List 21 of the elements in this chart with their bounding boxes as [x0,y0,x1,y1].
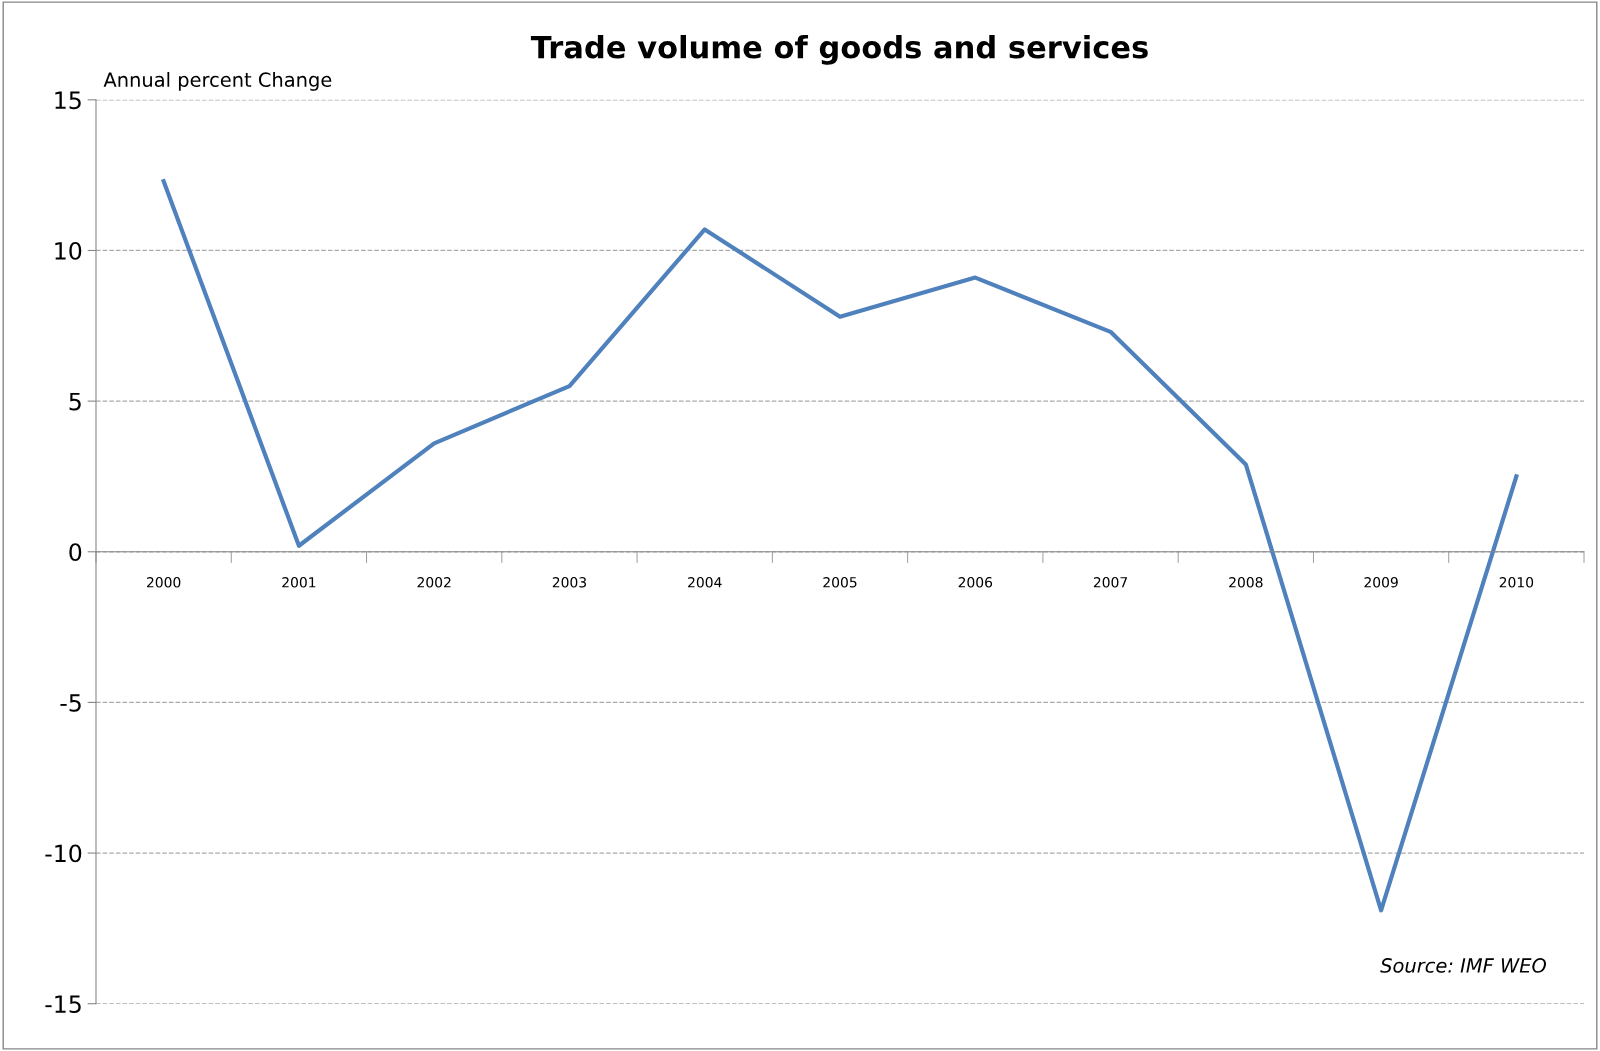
x-tick-label: 2008 [1229,577,1263,588]
y-tick-label: -15 [45,995,81,1014]
y-axis-title: Annual percent Change [103,71,332,91]
annotation: Source: IMF WEO [1380,958,1547,973]
x-tick-label: 2004 [688,577,722,588]
x-tick-label: 2003 [552,577,587,588]
chart-title: Trade volume of goods and services [530,34,1148,65]
y-tick-label: 10 [55,241,82,260]
x-tick-label: 2000 [146,577,181,588]
y-tick-label: 0 [69,543,82,562]
y-tick-label: -10 [45,844,82,863]
x-tick-label: 2006 [958,577,993,588]
x-tick-label: 2002 [417,577,451,588]
x-tick-label: 2007 [1093,577,1128,588]
x-tick-label: 2001 [282,577,316,588]
x-tick-label: 2010 [1499,577,1534,588]
y-tick-label: 15 [55,91,81,110]
x-tick-label: 2009 [1364,577,1398,588]
y-tick-label: -5 [60,694,81,712]
y-tick-label: 5 [69,392,81,411]
x-tick-label: 2005 [823,577,857,588]
